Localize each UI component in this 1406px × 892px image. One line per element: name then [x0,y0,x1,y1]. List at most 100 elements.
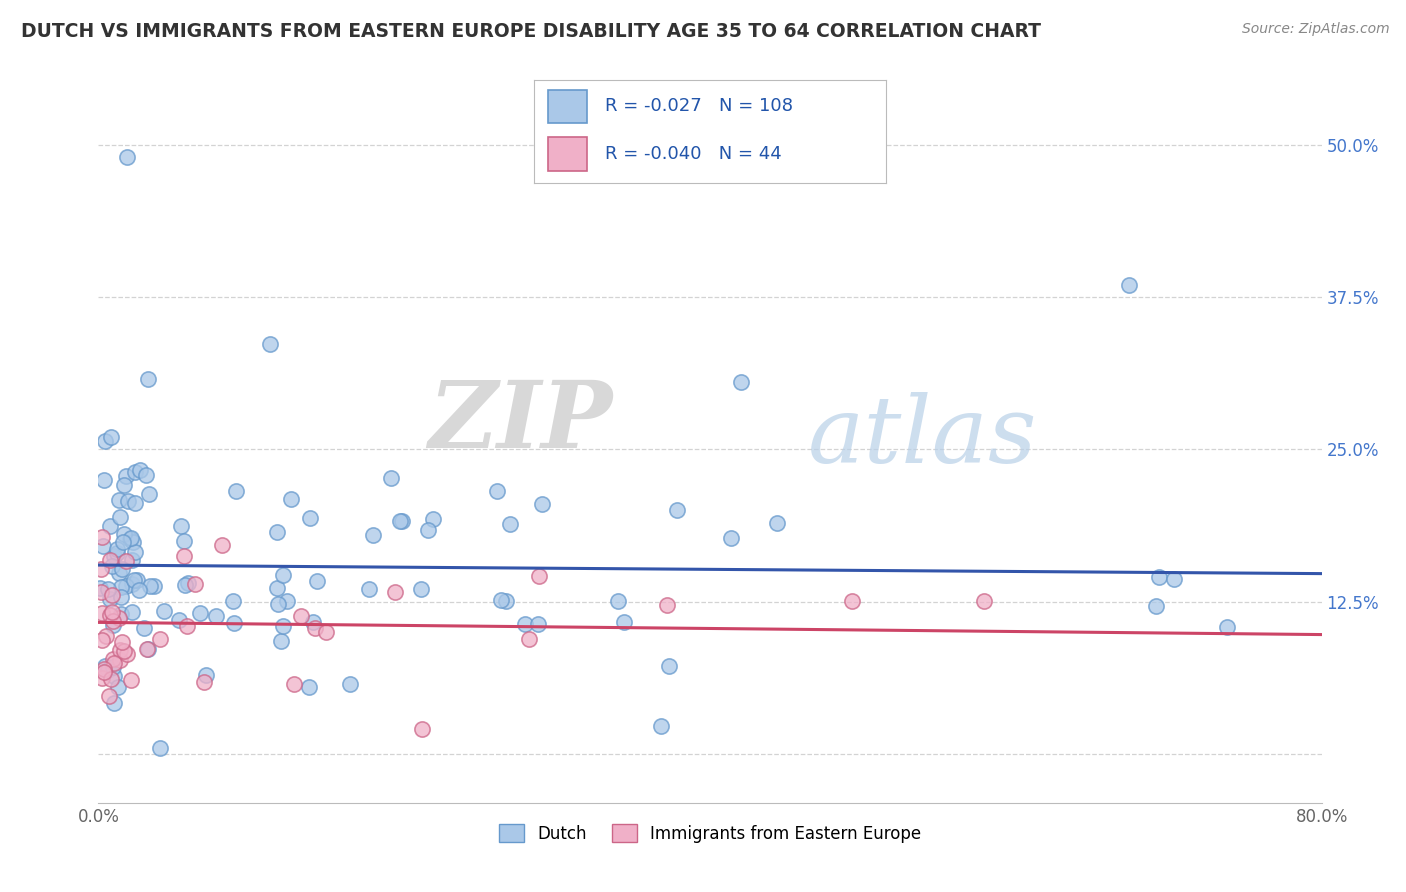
Point [120,673,142,687]
Bar [548,136,586,170]
Point [380,470,402,484]
Point [170,519,193,533]
Point [108,653,131,667]
Text: R = -0.027   N = 108: R = -0.027 N = 108 [605,97,793,115]
Point [121,552,143,566]
Point [527,616,550,631]
Point [134,621,156,635]
Point [91,607,114,621]
Point [655,599,678,613]
Point [115,554,138,568]
Point [107,611,129,625]
Text: DUTCH VS IMMIGRANTS FROM EASTERN EUROPE DISABILITY AGE 35 TO 64 CORRELATION CHAR: DUTCH VS IMMIGRANTS FROM EASTERN EUROPE … [21,22,1040,41]
Point [110,590,132,604]
Point [108,492,131,507]
Point [103,697,125,711]
Point [135,468,157,483]
Point [136,642,159,657]
Text: Source: ZipAtlas.com: Source: ZipAtlas.com [1241,22,1389,37]
Point [114,469,136,483]
Point [112,527,135,541]
Point [100,672,122,686]
Point [225,483,247,498]
Point [658,658,681,673]
Point [176,619,198,633]
Point [765,516,787,530]
Point [124,465,146,479]
Point [117,494,139,508]
Point [177,576,200,591]
Point [129,463,152,477]
Point [93,473,115,487]
Point [103,656,125,670]
Legend: Dutch, Immigrants from Eastern Europe: Dutch, Immigrants from Eastern Europe [492,818,928,849]
Point [122,573,145,587]
Point [135,642,157,657]
Point [90,632,112,647]
Point [193,675,215,690]
Point [97,582,120,596]
Point [93,434,115,449]
Point [513,616,536,631]
Point [665,503,688,517]
Point [100,430,122,444]
Point [290,609,312,624]
Point [89,581,111,595]
Point [96,629,118,643]
Point [122,535,145,549]
Point [103,614,125,628]
Point [149,740,172,755]
Point [114,644,136,658]
Point [121,605,143,619]
Point [283,677,305,691]
Point [276,594,298,608]
Point [103,660,125,674]
Point [111,634,134,648]
Point [1144,599,1167,613]
Point [124,545,146,559]
Point [100,605,122,619]
Point [271,567,294,582]
Text: atlas: atlas [808,392,1038,482]
Point [259,337,281,351]
Point [98,592,121,607]
Point [720,531,742,545]
Point [531,497,554,511]
Point [98,608,121,623]
Point [174,578,197,592]
Point [485,483,508,498]
Point [173,549,195,564]
Point [299,511,322,525]
Point [149,632,172,646]
Point [90,585,112,599]
Point [105,546,128,560]
Point [105,541,128,556]
Point [1118,277,1140,292]
Text: ZIP: ZIP [427,377,612,467]
Point [389,514,412,528]
Point [650,719,672,733]
Point [110,607,132,622]
Point [115,647,138,661]
Point [363,528,385,542]
Point [173,533,195,548]
Point [384,585,406,599]
Point [100,559,122,574]
Point [188,606,211,620]
Point [266,581,288,595]
Point [1149,570,1171,584]
Point [1163,573,1185,587]
Point [270,634,292,648]
Point [519,632,541,646]
Point [114,478,136,492]
Point [205,609,228,624]
Point [108,510,131,524]
Point [416,523,439,537]
Point [302,615,325,629]
Point [121,577,143,591]
Point [107,680,129,694]
Point [138,371,160,385]
Point [527,569,550,583]
Point [94,659,117,673]
Point [98,553,121,567]
